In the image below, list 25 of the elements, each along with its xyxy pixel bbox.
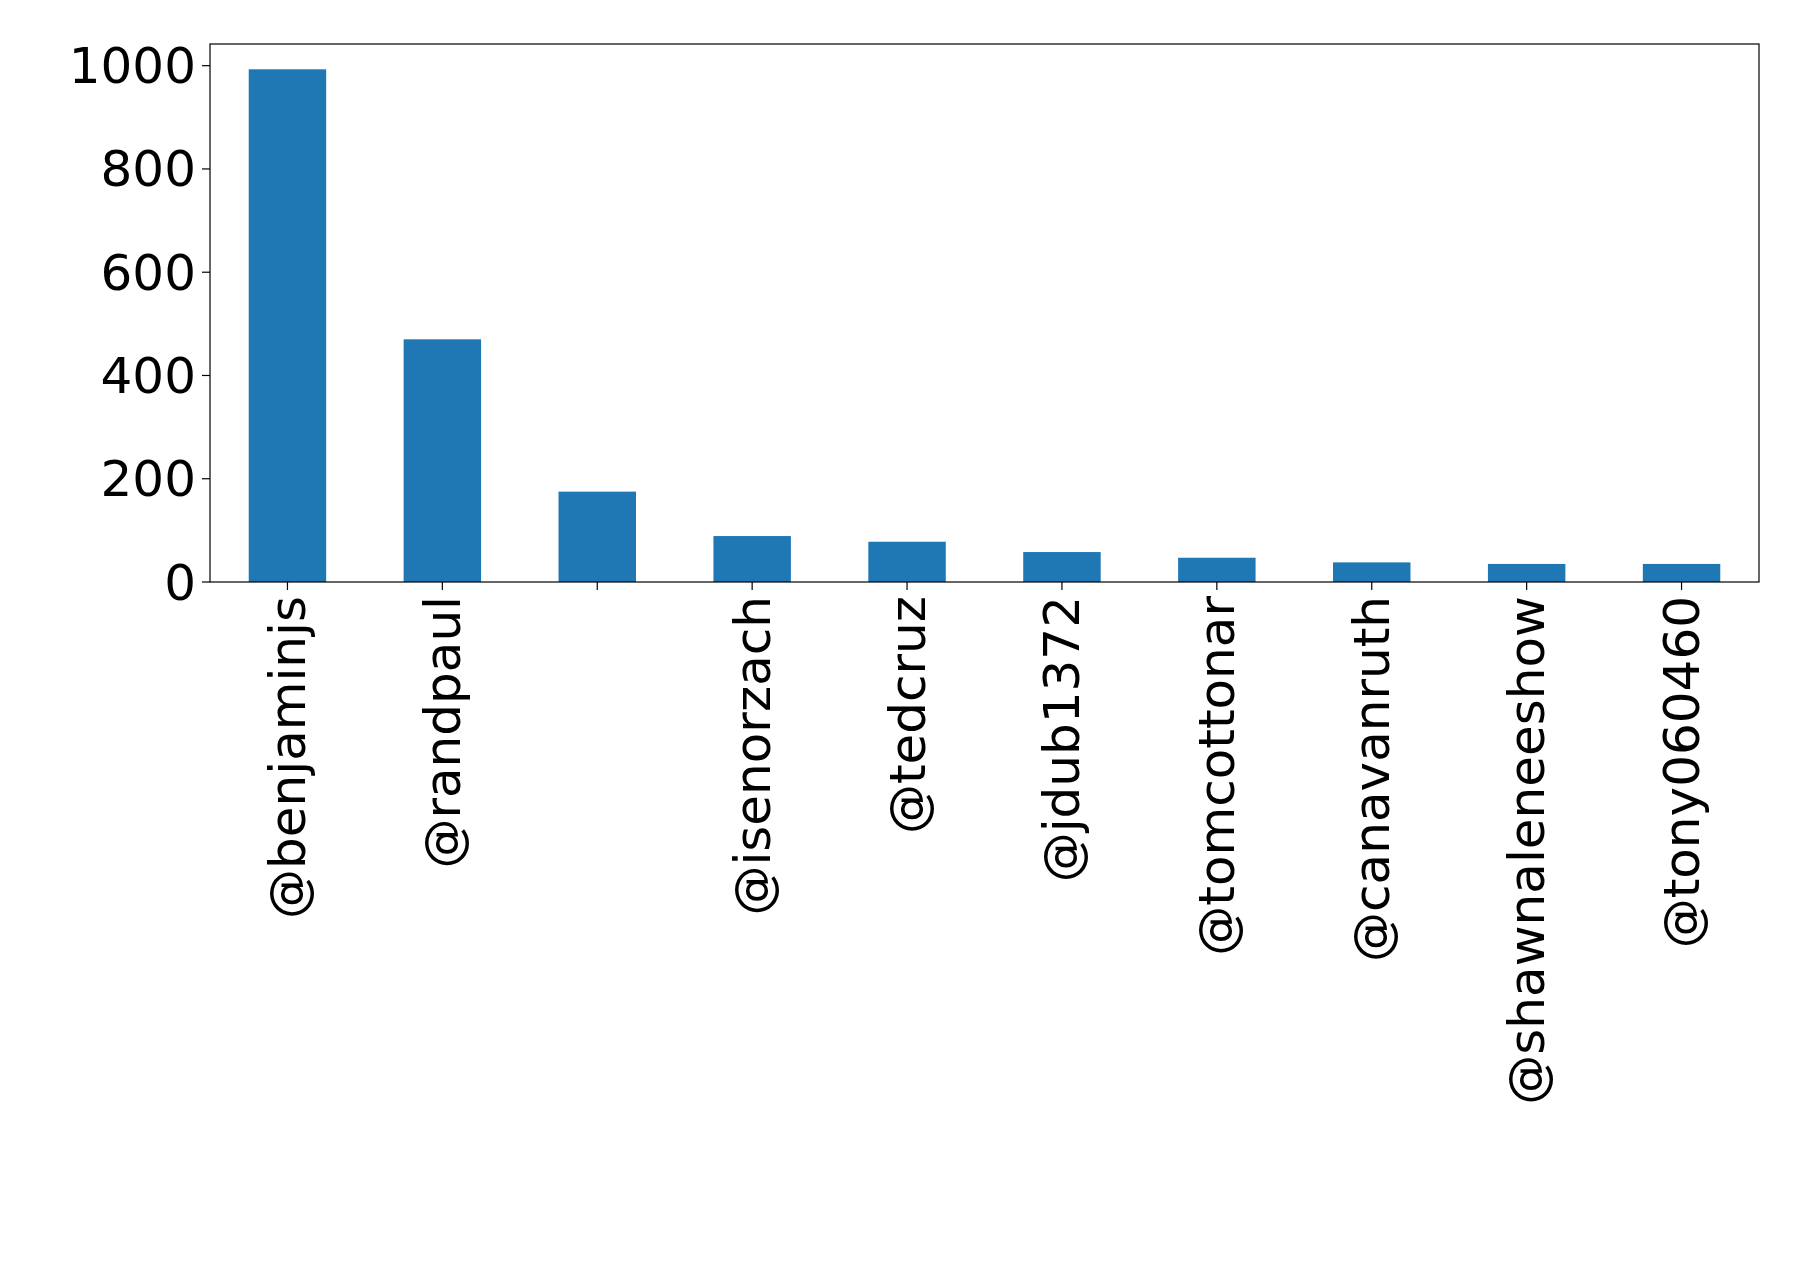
bar: [558, 491, 636, 582]
y-tick-label: 600: [100, 243, 196, 302]
bar: [1487, 563, 1566, 582]
bar: [248, 69, 327, 582]
y-tick-label: 200: [100, 450, 196, 509]
x-tick-label: @tony060460: [1653, 596, 1712, 949]
bar: [1642, 563, 1721, 582]
y-tick-label: 400: [100, 346, 196, 405]
x-tick-label: @tedcruz: [878, 596, 937, 835]
bar: [1178, 557, 1256, 582]
bar: [1333, 562, 1411, 582]
y-tick-label: 0: [164, 553, 196, 612]
y-tick-label: 1000: [68, 37, 196, 96]
x-tick-label: @shawnaleneeshow: [1498, 596, 1557, 1105]
y-tick-label: 800: [100, 140, 196, 199]
bar: [1023, 552, 1101, 582]
x-tick-label: @canavanruth: [1343, 596, 1402, 962]
x-tick-label: @tomcottonar: [1188, 595, 1247, 956]
bar: [868, 541, 946, 582]
bar: [713, 536, 791, 582]
x-tick-label: @isenorzach: [723, 596, 782, 916]
x-tick-label: @benjaminjs: [258, 596, 317, 919]
bar: [403, 339, 482, 582]
x-tick-label: @jdub1372: [1033, 596, 1092, 883]
x-tick-label: @randpaul: [413, 596, 472, 869]
